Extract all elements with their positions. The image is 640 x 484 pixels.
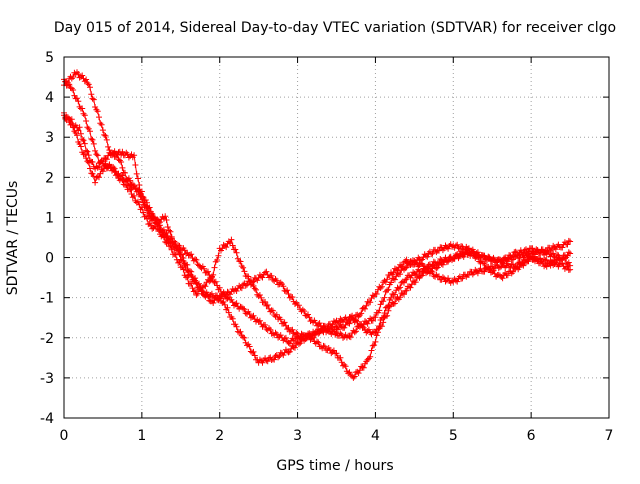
y-axis-label: SDTVAR / TECUs xyxy=(5,181,21,296)
x-tick-label: 7 xyxy=(605,428,614,444)
x-tick-label: 6 xyxy=(527,428,536,444)
x-tick-label: 4 xyxy=(371,428,380,444)
y-tick-label: 2 xyxy=(45,170,54,186)
x-tick-label: 1 xyxy=(137,428,146,444)
series-line xyxy=(63,115,571,379)
x-tick-label: 3 xyxy=(293,428,302,444)
series-track-1 xyxy=(61,69,574,343)
y-tick-label: 3 xyxy=(45,130,54,146)
y-tick-label: 0 xyxy=(45,251,54,267)
grid-lines xyxy=(64,57,609,418)
y-tick-label: 1 xyxy=(45,210,54,226)
x-tick-label: 0 xyxy=(60,428,69,444)
x-tick-label: 5 xyxy=(449,428,458,444)
series-markers xyxy=(61,112,574,381)
y-tick-label: -1 xyxy=(40,291,54,307)
y-tick-label: 4 xyxy=(45,90,54,106)
y-tick-label: -4 xyxy=(40,411,54,427)
series-track-2 xyxy=(61,76,574,335)
series-track-3 xyxy=(61,112,574,381)
y-tick-label: -3 xyxy=(40,371,54,387)
data-series xyxy=(61,69,574,381)
series-markers xyxy=(61,76,574,335)
x-axis-label: GPS time / hours xyxy=(276,458,393,474)
plot-frame xyxy=(63,56,610,419)
series-markers xyxy=(61,69,574,343)
axis-ticks: 0 1 2 3 4 5 6 7 -4 -3 -2 -1 0 1 2 3 4 5 xyxy=(40,50,613,444)
x-tick-label: 2 xyxy=(215,428,224,444)
chart-title: Day 015 of 2014, Sidereal Day-to-day VTE… xyxy=(54,20,616,36)
y-tick-label: 5 xyxy=(45,50,54,66)
y-tick-label: -2 xyxy=(40,331,54,347)
